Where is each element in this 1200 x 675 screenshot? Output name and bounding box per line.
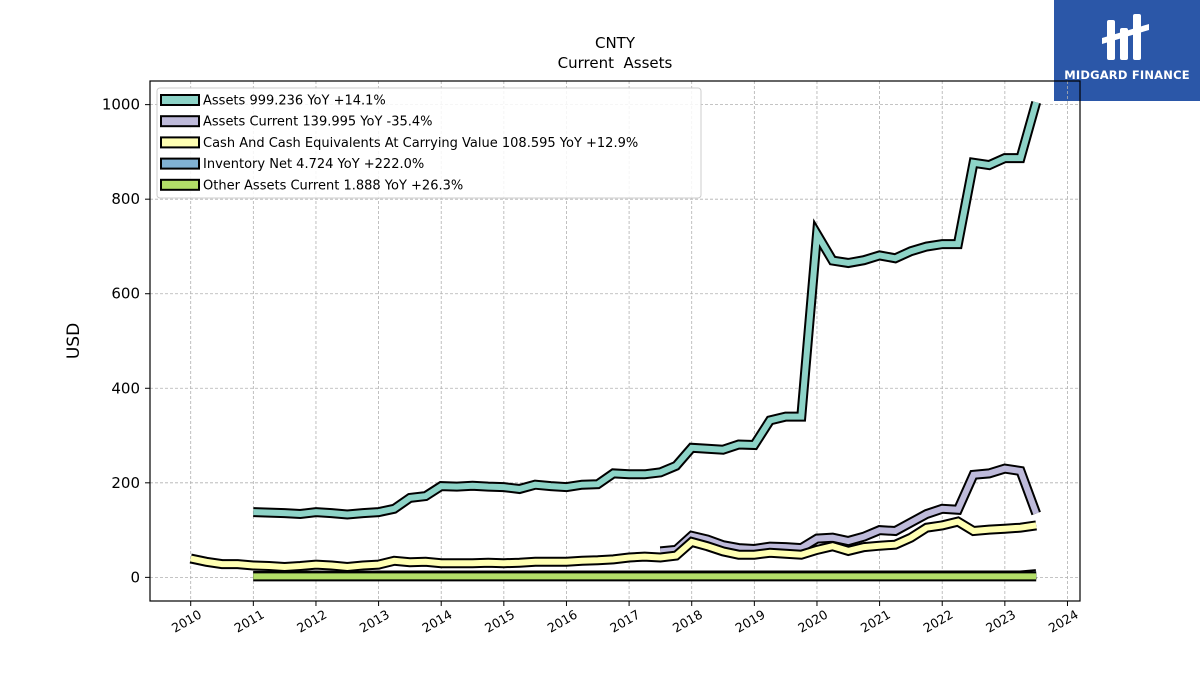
x-tick-label: 2011 [232,607,267,636]
legend-swatch-3 [160,157,200,170]
x-tick-label: 2018 [670,607,705,636]
y-tick-label: 800 [111,190,140,208]
chart-title: CNTY [595,34,636,52]
y-axis-label: USD [64,323,84,359]
legend-swatch-0 [160,94,200,106]
x-tick-label: 2015 [482,607,517,636]
y-tick-label: 400 [111,379,140,397]
legend-label-2: Cash And Cash Equivalents At Carrying Va… [203,136,638,151]
x-tick-label: 2022 [920,607,955,636]
brand-name: MIDGARD FINANCE [1064,68,1190,82]
x-tick-label: 2024 [1046,607,1081,636]
brand-logo: MIDGARD FINANCE [1054,0,1200,101]
series-line-1 [659,463,1041,557]
y-tick-label: 0 [130,568,140,586]
legend-box [156,87,702,199]
series-core [253,101,1040,518]
x-tick-label: 2023 [983,607,1018,636]
y-tick-label: 200 [111,474,140,492]
series-core [660,465,1040,555]
chart-subtitle: Current Assets [558,54,673,72]
x-tick-label: 2020 [795,607,830,636]
x-tick-label: 2014 [419,607,454,636]
series-core [190,518,1037,571]
x-tick-label: 2016 [545,607,580,636]
y-tick-label: 1000 [102,96,140,114]
legend-label-1: Assets Current 139.995 YoY -35.4% [203,115,433,130]
y-tick-label: 600 [111,285,140,303]
x-tick-label: 2017 [607,607,642,636]
x-tick-label: 2019 [733,607,768,636]
legend-swatch-1 [160,115,200,128]
series-line-2 [189,516,1037,573]
x-tick-label: 2013 [357,607,392,636]
x-tick-label: 2012 [294,607,329,636]
legend-label-3: Inventory Net 4.724 YoY +222.0% [203,157,424,172]
series-line-0 [253,100,1042,520]
legend-swatch-4 [160,178,200,191]
plot-frame [149,80,1081,602]
legend-label-4: Other Assets Current 1.888 YoY +26.3% [203,178,463,193]
legend-swatch-2 [160,136,200,149]
brand-logo-mark [1102,14,1149,60]
x-tick-label: 2010 [169,607,204,636]
legend-label-0: Assets 999.236 YoY +14.1% [203,94,386,109]
x-tick-label: 2021 [858,607,893,636]
